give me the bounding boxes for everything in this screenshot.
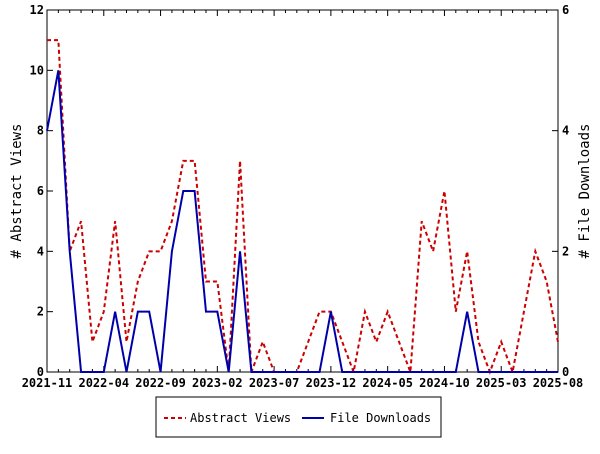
x-tick-label: 2025-08 — [533, 376, 584, 390]
left-axis-ticks: 0 2 4 6 8 10 12 — [30, 3, 53, 379]
left-tick-label: 8 — [37, 124, 44, 138]
right-tick-label: 2 — [562, 244, 569, 258]
right-tick-label: 6 — [562, 3, 569, 17]
right-axis-title: # File Downloads — [577, 124, 593, 259]
series-line-file-downloads — [46, 70, 558, 373]
series-lines — [46, 39, 559, 376]
left-tick-label: 4 — [37, 244, 44, 258]
legend-label-abstract-views: Abstract Views — [190, 411, 291, 425]
left-tick-label: 6 — [37, 184, 44, 198]
left-tick-label: 2 — [37, 305, 44, 319]
series-line-abstract-views — [47, 39, 559, 376]
legend-box — [155, 396, 442, 438]
x-tick-label: 2023-02 — [192, 376, 243, 390]
left-tick-label: 0 — [37, 365, 44, 379]
left-tick-label: 10 — [30, 63, 44, 77]
right-tick-label: 0 — [562, 365, 569, 379]
x-tick-label: 2022-04 — [78, 376, 129, 390]
left-tick-label: 12 — [30, 3, 44, 17]
x-tick-label: 2023-07 — [249, 376, 300, 390]
legend-label-file-downloads: File Downloads — [330, 411, 431, 425]
x-tick-label: 2023-12 — [306, 376, 357, 390]
x-tick-label: 2022-09 — [135, 376, 186, 390]
legend: Abstract Views File Downloads — [155, 396, 442, 438]
x-tick-label: 2025-03 — [476, 376, 527, 390]
left-axis-title: # Abstract Views — [9, 124, 25, 259]
x-tick-label: 2021-11 — [22, 376, 73, 390]
x-tick-label: 2024-10 — [419, 376, 470, 390]
x-axis-ticks: 2021-11 2022-04 2022-09 2023-02 2023-07 2023-… — [22, 10, 584, 390]
right-tick-label: 4 — [562, 124, 569, 138]
x-tick-label: 2024-05 — [362, 376, 413, 390]
